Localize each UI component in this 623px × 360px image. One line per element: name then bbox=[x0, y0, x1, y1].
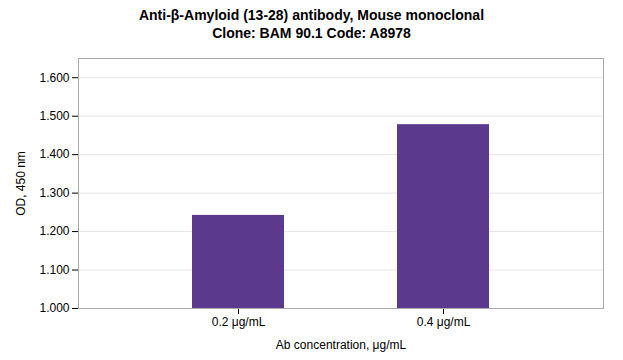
svg-text:1.500: 1.500 bbox=[39, 109, 69, 123]
svg-text:0.2 μg/mL: 0.2 μg/mL bbox=[212, 315, 266, 329]
svg-text:Ab concentration, μg/mL: Ab concentration, μg/mL bbox=[276, 338, 407, 352]
svg-text:1.600: 1.600 bbox=[39, 71, 69, 85]
svg-text:1.200: 1.200 bbox=[39, 224, 69, 238]
svg-text:1.100: 1.100 bbox=[39, 263, 69, 277]
svg-text:OD, 450 nm: OD, 450 nm bbox=[14, 151, 28, 216]
html-text:Anti-β-Amyloid (13-28) antibod: Anti-β-Amyloid (13-28) antibody, Mouse m… bbox=[139, 7, 484, 23]
svg-text:0.4 μg/mL: 0.4 μg/mL bbox=[417, 315, 471, 329]
svg-text:1.400: 1.400 bbox=[39, 147, 69, 161]
html-text:Clone: BAM 90.1 Code: A8978: Clone: BAM 90.1 Code: A8978 bbox=[212, 25, 411, 41]
svg-text:1.000: 1.000 bbox=[39, 301, 69, 315]
svg-text:1.300: 1.300 bbox=[39, 186, 69, 200]
